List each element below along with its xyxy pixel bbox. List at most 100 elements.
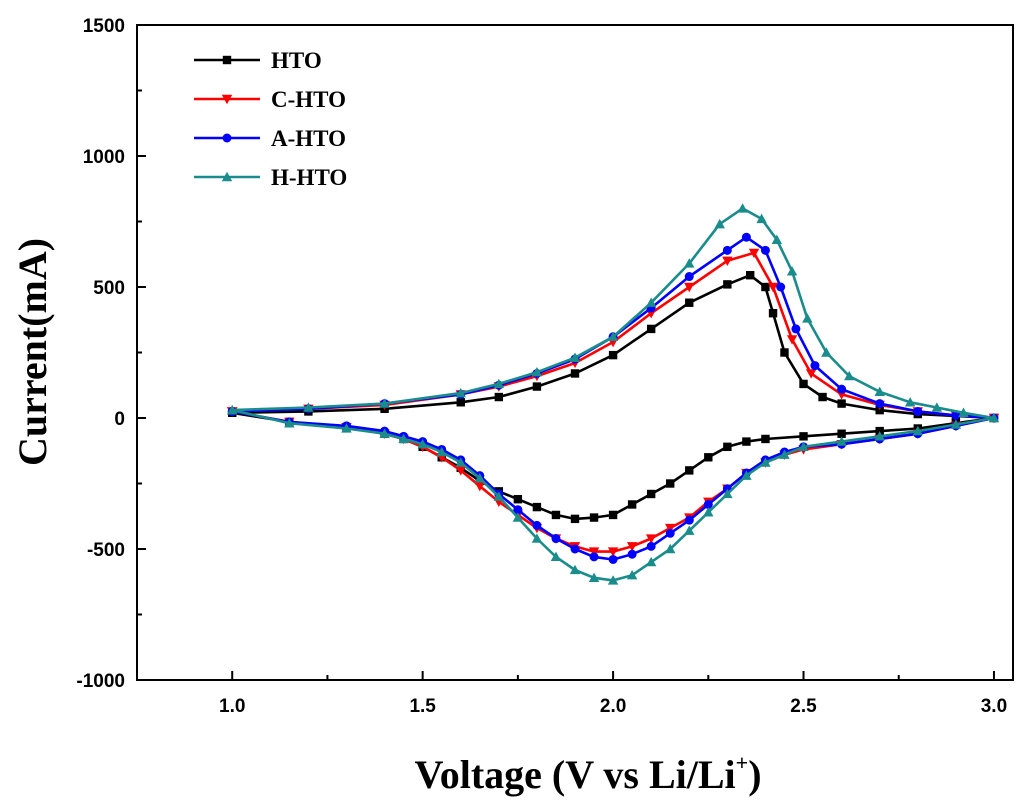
data-point <box>607 331 619 341</box>
data-point <box>532 520 542 530</box>
data-point <box>837 384 847 394</box>
x-axis-title-sup: + <box>736 750 749 775</box>
data-point <box>771 234 783 245</box>
data-point <box>958 407 969 417</box>
data-point <box>837 399 846 408</box>
data-point <box>627 549 637 559</box>
data-point <box>760 245 770 255</box>
y-tick-label: 1000 <box>83 147 125 168</box>
data-point <box>227 404 238 415</box>
data-point <box>723 442 732 452</box>
data-point <box>737 203 748 213</box>
data-point <box>722 245 732 255</box>
x-tick-label: 3.0 <box>981 696 1007 717</box>
data-point <box>776 282 786 292</box>
data-point <box>818 392 827 402</box>
data-point <box>532 382 542 391</box>
data-point <box>417 439 428 449</box>
data-point <box>627 500 637 509</box>
data-point <box>550 551 562 562</box>
data-point <box>665 528 675 538</box>
data-point <box>608 510 618 520</box>
data-point <box>398 433 409 444</box>
data-point <box>791 324 801 334</box>
data-point <box>493 378 505 389</box>
data-point <box>589 513 599 522</box>
data-point <box>723 280 732 289</box>
data-point <box>608 350 618 360</box>
legend-item: H-HTO <box>194 165 347 190</box>
data-point <box>810 361 820 371</box>
series-hto <box>228 271 999 524</box>
series-h-hto <box>227 203 1000 585</box>
data-point <box>875 399 885 409</box>
data-point <box>589 552 599 562</box>
data-point <box>455 387 466 398</box>
data-point <box>570 514 580 524</box>
legend-item: HTO <box>194 48 322 73</box>
data-point <box>645 556 657 567</box>
data-point <box>874 386 885 396</box>
data-point <box>703 499 713 509</box>
data-point <box>626 542 638 552</box>
series-layer <box>227 203 1000 585</box>
x-axis-title: Voltage (V vs Li/Li+) <box>414 750 761 797</box>
data-point <box>874 431 885 441</box>
data-point <box>746 271 755 280</box>
series-line <box>231 273 996 521</box>
data-point <box>802 313 813 323</box>
legend-swatch-marker <box>221 94 233 105</box>
data-point <box>913 406 923 416</box>
y-tick-label: 0 <box>114 409 125 430</box>
data-point <box>685 466 694 475</box>
data-point <box>588 547 600 557</box>
data-point <box>303 402 314 412</box>
data-point <box>646 541 656 551</box>
data-point <box>760 457 771 467</box>
data-point <box>786 335 798 345</box>
data-point <box>741 470 752 480</box>
data-point <box>768 309 778 318</box>
legend-label: H-HTO <box>271 165 347 190</box>
data-point <box>455 466 466 476</box>
legend-swatch-marker <box>222 55 232 65</box>
legend: HTO C-HTO A-HTO H-HTO <box>194 48 347 190</box>
data-point <box>646 489 656 499</box>
data-point <box>379 398 390 408</box>
data-point <box>722 256 733 266</box>
data-point <box>665 523 676 534</box>
data-point <box>798 441 809 452</box>
y-tick-label: 1500 <box>83 16 125 37</box>
data-point <box>493 491 505 501</box>
data-point <box>799 432 808 441</box>
data-point <box>836 436 847 446</box>
data-point <box>645 297 657 307</box>
y-axis-title: Current(mA) <box>10 238 55 466</box>
data-point <box>284 418 295 428</box>
data-point <box>780 348 789 357</box>
data-point <box>626 570 638 580</box>
data-point <box>645 534 657 544</box>
data-point <box>570 544 580 554</box>
data-point <box>779 449 790 459</box>
legend-label: A-HTO <box>271 126 346 151</box>
data-point <box>494 392 504 402</box>
data-point <box>569 564 581 575</box>
x-axis-title-end: ) <box>748 752 761 797</box>
data-point <box>875 405 884 415</box>
data-point <box>474 481 485 492</box>
data-point <box>951 410 961 420</box>
data-point <box>837 429 846 438</box>
data-point <box>748 248 760 259</box>
data-point <box>646 324 656 334</box>
data-point <box>512 512 524 522</box>
x-tick-label: 2.5 <box>790 696 817 717</box>
data-point <box>684 515 694 525</box>
data-point <box>532 502 542 512</box>
data-point <box>805 369 817 379</box>
data-point <box>904 397 916 407</box>
data-point <box>821 347 832 357</box>
data-point <box>704 453 713 462</box>
data-point <box>684 272 694 282</box>
